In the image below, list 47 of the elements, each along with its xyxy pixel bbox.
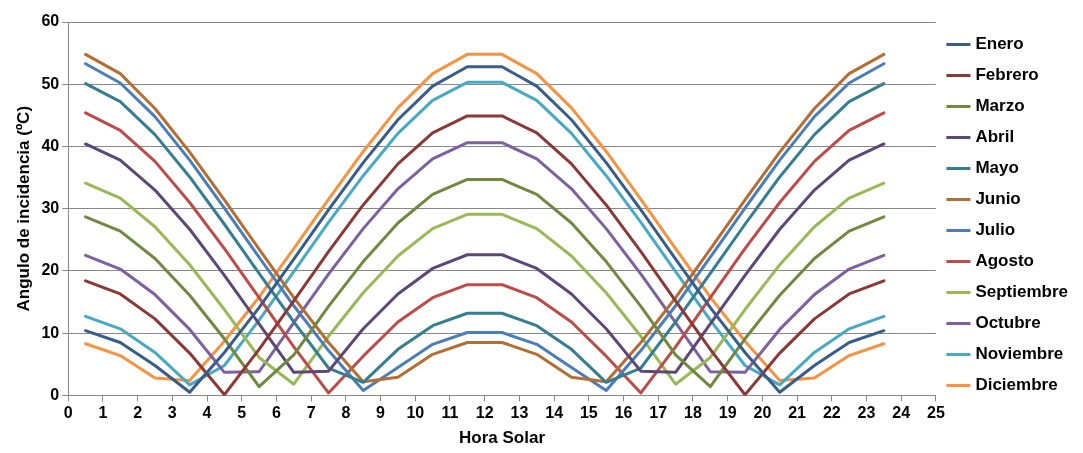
x-tick-label: 6 — [272, 404, 281, 422]
y-tick-label: 30 — [41, 199, 60, 217]
x-tick-label: 17 — [649, 404, 668, 422]
legend-label: Julio — [975, 220, 1016, 240]
x-tick-label: 10 — [406, 404, 425, 422]
x-tick-label: 3 — [167, 404, 177, 422]
x-tick-label: 7 — [306, 404, 316, 422]
legend-label: Diciembre — [975, 375, 1058, 395]
x-tick-label: 0 — [63, 404, 73, 422]
x-tick-label: 24 — [892, 404, 911, 422]
x-tick-label: 21 — [788, 404, 807, 422]
x-tick-label: 15 — [579, 404, 598, 422]
legend-label: Noviembre — [975, 344, 1064, 364]
x-tick-label: 19 — [718, 404, 737, 422]
x-tick-label: 8 — [341, 404, 351, 422]
y-tick-label: 60 — [41, 12, 60, 30]
x-tick-label: 1 — [98, 404, 108, 422]
legend-label: Enero — [975, 34, 1024, 54]
x-tick-label: 14 — [545, 404, 564, 422]
y-tick-label: 20 — [41, 261, 60, 279]
legend-label: Octubre — [975, 313, 1041, 333]
y-tick-label: 50 — [41, 74, 60, 92]
x-tick-label: 18 — [684, 404, 702, 422]
x-tick-label: 2 — [133, 404, 143, 422]
x-tick-label: 5 — [237, 404, 247, 422]
y-tick-label: 10 — [41, 323, 60, 341]
x-tick-label: 16 — [614, 404, 633, 422]
x-tick-label: 12 — [475, 404, 494, 422]
legend-label: Mayo — [975, 158, 1019, 178]
y-tick-label: 0 — [50, 385, 60, 403]
x-tick-label: 11 — [441, 404, 459, 422]
x-tick-label: 4 — [202, 404, 212, 422]
x-tick-label: 23 — [857, 404, 876, 422]
x-tick-label: 25 — [927, 404, 945, 422]
legend-label: Marzo — [975, 96, 1025, 116]
x-tick-label: 9 — [376, 404, 386, 422]
legend-label: Febrero — [975, 65, 1039, 85]
y-axis-title: Angulo de incidencia (ºC) — [13, 105, 33, 312]
x-tick-label: 22 — [822, 404, 841, 422]
y-tick-label: 40 — [41, 136, 60, 154]
x-tick-label: 20 — [753, 404, 772, 422]
legend-label: Agosto — [975, 251, 1034, 271]
legend-label: Abril — [975, 127, 1015, 147]
legend-label: Junio — [975, 189, 1021, 209]
x-axis-title: Hora Solar — [459, 428, 546, 448]
x-tick-label: 13 — [510, 404, 529, 422]
legend-label: Septiembre — [975, 282, 1069, 302]
